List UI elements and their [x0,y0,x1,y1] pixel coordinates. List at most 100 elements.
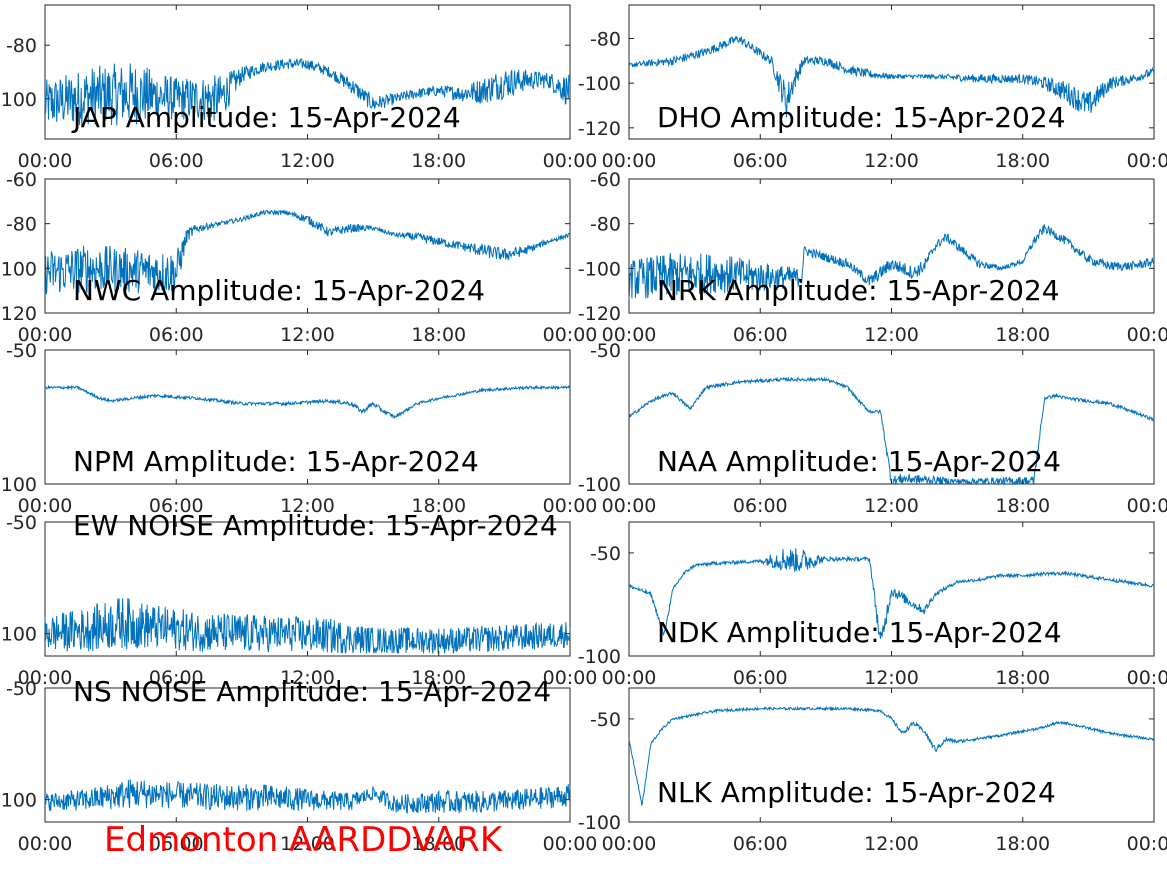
y-tick-label: -100 [578,474,621,496]
x-tick-label: 00:00 [602,150,657,172]
chart-title: NLK Amplitude: 15-Apr-2024 [657,776,1056,809]
chart-title: NPM Amplitude: 15-Apr-2024 [73,445,479,478]
x-tick-label: 00:00 [18,150,73,172]
y-tick-label: -60 [6,169,37,191]
y-tick-label: -100 [578,646,621,668]
x-tick-label: 18:00 [995,150,1050,172]
x-tick-label: 00:00 [543,495,598,517]
x-tick-label: 18:00 [995,324,1050,346]
y-tick-label: -120 [578,303,621,325]
x-tick-label: 12:00 [864,667,919,689]
chart-panel-3: -60-80-100-12000:0006:0012:0018:0000:00N… [578,169,1167,346]
chart-panel-8: -50 100 00:00 06:00 12:00 18:00 00:00 NS NOISE … [1,675,598,855]
series-line-0 [44,384,571,419]
x-tick-label: 18:00 [411,324,466,346]
y-tick-label: -60 [590,169,621,191]
x-tick-label: 18:00 [411,833,466,855]
y-tick-label: -100 [578,258,621,280]
x-tick-label: 06:00 [149,495,204,517]
y-tick-label: -50 [6,512,37,534]
y-tick-label: -50 [590,543,621,565]
series-line-0 [628,705,1155,806]
x-tick-label: 12:00 [864,324,919,346]
series-line-0 [44,598,571,654]
x-tick-label: 12:00 [280,667,335,689]
x-tick-label: 00:00 [543,324,598,346]
x-tick-label: 00:00 [1127,495,1167,517]
x-tick-label: 00:00 [1127,150,1167,172]
y-tick-label: -50 [590,340,621,362]
x-tick-label: 00:00 [543,833,598,855]
x-tick-label: 12:00 [280,833,335,855]
y-tick-label: -50 [6,340,37,362]
x-tick-label: 00:00 [18,833,73,855]
x-tick-label: 18:00 [995,667,1050,689]
x-tick-label: 12:00 [864,833,919,855]
y-tick-label: 100 [1,790,37,812]
x-tick-label: 00:00 [18,667,73,689]
x-tick-label: 06:00 [733,495,788,517]
x-tick-label: 00:00 [543,150,598,172]
chart-title: NRK Amplitude: 15-Apr-2024 [657,274,1060,307]
x-tick-label: 00:00 [602,833,657,855]
plot-area [628,4,1155,140]
x-tick-label: 00:00 [18,324,73,346]
chart-title: DHO Amplitude: 15-Apr-2024 [657,101,1066,134]
series-line-0 [628,224,1155,300]
x-tick-label: 06:00 [149,833,204,855]
y-tick-label: -100 [578,812,621,834]
series-line-0 [44,58,571,126]
chart-panel-1: -80-100-12000:0006:0012:0018:0000:00DHO … [578,4,1167,172]
chart-title: NS NOISE Amplitude: 15-Apr-2024 [73,675,551,708]
series-line-0 [628,548,1155,639]
y-tick-label: 100 [1,258,37,280]
x-tick-label: 00:00 [1127,833,1167,855]
x-tick-label: 00:00 [1127,324,1167,346]
x-tick-label: 06:00 [149,324,204,346]
station-label: Edmonton AARDDVARK [104,820,503,860]
plot-area [628,178,1155,314]
y-tick-label: -80 [6,214,37,236]
x-tick-label: 06:00 [149,667,204,689]
y-tick-label: -80 [590,29,621,51]
x-tick-label: 00:00 [1127,667,1167,689]
y-tick-label: -80 [590,214,621,236]
x-tick-label: 06:00 [733,150,788,172]
x-tick-label: 06:00 [733,833,788,855]
y-tick-label: 120 [1,303,37,325]
chart-title: NAA Amplitude: 15-Apr-2024 [657,445,1061,478]
y-tick-label: -50 [590,709,621,731]
x-tick-label: 12:00 [280,495,335,517]
plot-area [44,349,571,485]
y-tick-label: 100 [1,89,37,111]
y-tick-label: -50 [6,678,37,700]
x-tick-label: 00:00 [543,667,598,689]
chart-title: EW NOISE Amplitude: 15-Apr-2024 [73,509,558,542]
x-tick-label: 18:00 [995,495,1050,517]
series-line-0 [44,779,571,814]
series-line-0 [628,35,1155,118]
x-tick-label: 00:00 [18,495,73,517]
x-tick-label: 00:00 [602,324,657,346]
chart-title: NDK Amplitude: 15-Apr-2024 [657,616,1062,649]
x-tick-label: 12:00 [280,150,335,172]
x-tick-label: 18:00 [995,833,1050,855]
plot-area [628,521,1155,657]
x-tick-label: 00:00 [602,495,657,517]
y-tick-label: 100 [1,474,37,496]
x-tick-label: 06:00 [733,324,788,346]
plot-area [44,4,571,140]
x-tick-label: 18:00 [411,495,466,517]
y-tick-label: -80 [6,35,37,57]
x-tick-label: 18:00 [411,150,466,172]
x-tick-label: 00:00 [602,667,657,689]
x-tick-label: 12:00 [280,324,335,346]
y-tick-label: -120 [578,118,621,140]
chart-title: NWC Amplitude: 15-Apr-2024 [73,274,485,307]
chart-panel-6: -50 100 00:00 06:00 12:00 18:00 00:00 EW NOISE … [1,509,598,689]
